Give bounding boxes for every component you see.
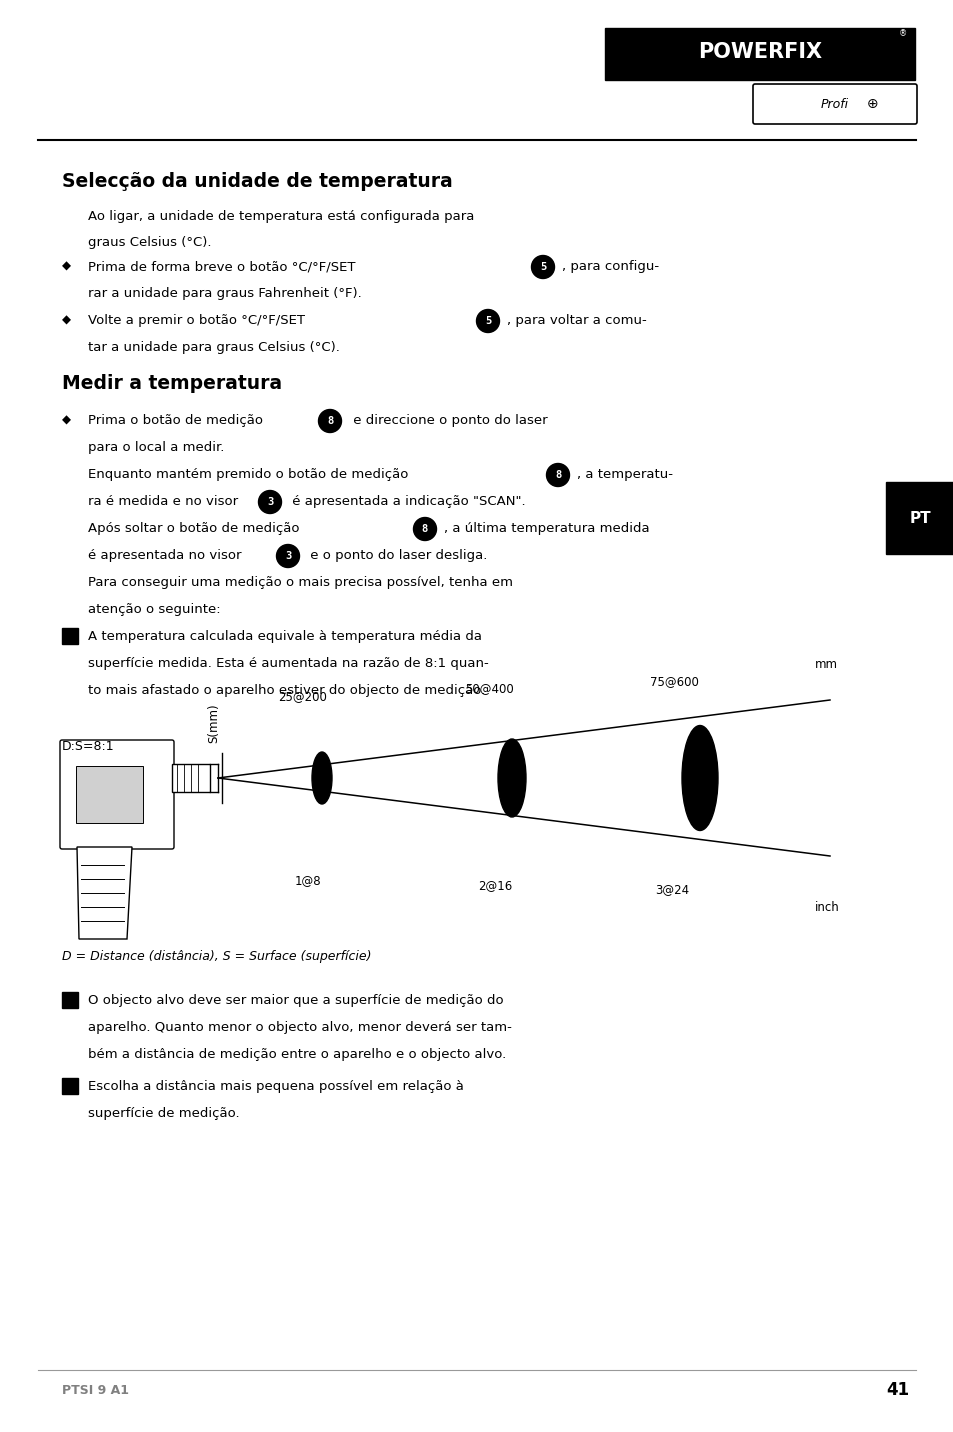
Text: para o local a medir.: para o local a medir. [88,441,224,454]
Text: O objecto alvo deve ser maior que a superfície de medição do: O objecto alvo deve ser maior que a supe… [88,994,503,1007]
Text: 41: 41 [885,1380,908,1399]
FancyBboxPatch shape [604,29,914,80]
FancyBboxPatch shape [752,84,916,125]
Text: ◆: ◆ [62,314,71,326]
Text: Medir a temperatura: Medir a temperatura [62,374,282,392]
Text: é apresentada a indicação "SCAN".: é apresentada a indicação "SCAN". [288,495,525,508]
Text: inch: inch [814,901,839,914]
Text: , para configu-: , para configu- [561,261,659,274]
Circle shape [546,464,569,487]
Ellipse shape [497,739,525,818]
Text: e direccione o ponto do laser: e direccione o ponto do laser [349,414,547,427]
Ellipse shape [681,726,718,831]
Text: 8: 8 [327,417,333,425]
Text: 5: 5 [539,262,545,272]
Text: rar a unidade para graus Fahrenheit (°F).: rar a unidade para graus Fahrenheit (°F)… [88,286,361,299]
Text: atenção o seguinte:: atenção o seguinte: [88,603,220,616]
Polygon shape [77,846,132,939]
Text: A temperatura calculada equivale à temperatura média da: A temperatura calculada equivale à tempe… [88,630,481,643]
Text: ⊕: ⊕ [866,97,878,112]
Text: mm: mm [814,657,837,672]
Text: bém a distância de medição entre o aparelho e o objecto alvo.: bém a distância de medição entre o apare… [88,1048,506,1061]
Text: graus Celsius (°C).: graus Celsius (°C). [88,236,212,249]
Text: S(mm): S(mm) [208,703,220,743]
Text: , a temperatu-: , a temperatu- [577,468,672,481]
Text: , para voltar a comu-: , para voltar a comu- [506,314,646,326]
Text: 2@16: 2@16 [477,879,512,892]
Text: tar a unidade para graus Celsius (°C).: tar a unidade para graus Celsius (°C). [88,341,339,354]
FancyBboxPatch shape [885,483,953,554]
Text: ®: ® [898,30,906,39]
Text: to mais afastado o aparelho estiver do objecto de medição.: to mais afastado o aparelho estiver do o… [88,684,485,697]
Text: Volte a premir o botão °C/°F/SET: Volte a premir o botão °C/°F/SET [88,314,309,326]
Text: Prima de forma breve o botão °C/°F/SET: Prima de forma breve o botão °C/°F/SET [88,261,359,274]
Circle shape [318,410,341,432]
Text: Enquanto mantém premido o botão de medição: Enquanto mantém premido o botão de mediç… [88,468,413,481]
Text: 8: 8 [555,470,560,480]
Text: 3@24: 3@24 [655,884,688,896]
Text: Profi: Profi [821,97,848,110]
Text: D:S=8:1: D:S=8:1 [62,740,114,753]
FancyBboxPatch shape [76,766,143,823]
Text: Selecção da unidade de temperatura: Selecção da unidade de temperatura [62,172,453,190]
FancyBboxPatch shape [60,740,173,849]
Text: aparelho. Quanto menor o objecto alvo, menor deverá ser tam-: aparelho. Quanto menor o objecto alvo, m… [88,1021,512,1034]
Text: 25@200: 25@200 [277,690,327,703]
Text: Ao ligar, a unidade de temperatura está configurada para: Ao ligar, a unidade de temperatura está … [88,211,474,223]
Text: D = Distance (distância), S = Surface (superfície): D = Distance (distância), S = Surface (s… [62,949,371,962]
Ellipse shape [312,752,332,803]
Text: Prima o botão de medição: Prima o botão de medição [88,414,267,427]
Text: 3: 3 [285,551,291,561]
Circle shape [276,544,299,567]
Text: Após soltar o botão de medição: Após soltar o botão de medição [88,523,303,536]
Text: POWERFIX: POWERFIX [698,42,821,62]
Text: 50@400: 50@400 [464,683,514,696]
Text: ra é medida e no visor: ra é medida e no visor [88,495,242,508]
Text: PT: PT [908,510,930,526]
Text: 5: 5 [484,316,491,326]
FancyBboxPatch shape [62,992,78,1008]
Text: ◆: ◆ [62,414,71,427]
FancyBboxPatch shape [62,1078,78,1094]
Text: Para conseguir uma medição o mais precisa possível, tenha em: Para conseguir uma medição o mais precis… [88,576,513,589]
Text: Escolha a distância mais pequena possível em relação à: Escolha a distância mais pequena possíve… [88,1080,463,1093]
Text: ◆: ◆ [62,261,71,274]
Text: e o ponto do laser desliga.: e o ponto do laser desliga. [306,548,487,561]
Text: superfície de medição.: superfície de medição. [88,1107,239,1120]
FancyBboxPatch shape [62,629,78,644]
Text: 3: 3 [267,497,273,507]
Circle shape [476,309,499,332]
Text: PTSI 9 A1: PTSI 9 A1 [62,1383,129,1396]
Circle shape [258,491,281,514]
Text: superfície medida. Esta é aumentada na razão de 8:1 quan-: superfície medida. Esta é aumentada na r… [88,657,488,670]
Text: 1@8: 1@8 [294,874,321,886]
Text: é apresentada no visor: é apresentada no visor [88,548,246,561]
Circle shape [413,517,436,540]
Text: , a última temperatura medida: , a última temperatura medida [443,523,649,536]
FancyBboxPatch shape [172,765,210,792]
Text: 75@600: 75@600 [649,676,699,689]
Text: 8: 8 [421,524,428,534]
Circle shape [531,255,554,278]
